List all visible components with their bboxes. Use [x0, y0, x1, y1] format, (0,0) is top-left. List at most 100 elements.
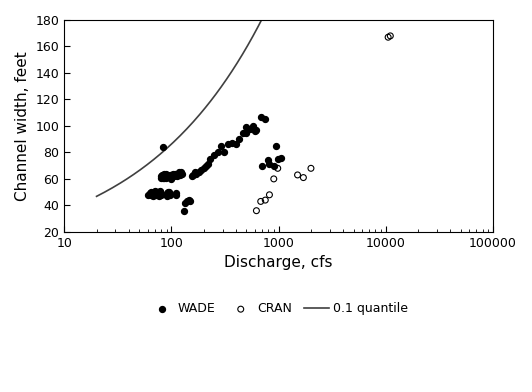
CRAN: [270, 176, 278, 182]
WADE: [200, 165, 208, 171]
WADE: [147, 189, 156, 195]
WADE: [174, 171, 182, 177]
WADE: [154, 192, 163, 198]
WADE: [210, 152, 219, 158]
WADE: [202, 163, 210, 169]
0.1 quantile: [94, 194, 100, 199]
WADE: [265, 161, 273, 167]
WADE: [151, 188, 159, 194]
WADE: [153, 189, 161, 195]
0.1 quantile: [95, 193, 101, 198]
CRAN: [306, 165, 315, 171]
WADE: [146, 191, 154, 197]
WADE: [157, 173, 165, 180]
WADE: [272, 143, 280, 149]
WADE: [249, 123, 257, 129]
WADE: [154, 191, 162, 197]
WADE: [246, 125, 254, 132]
WADE: [168, 172, 177, 178]
WADE: [172, 192, 180, 198]
WADE: [165, 172, 174, 178]
WADE: [277, 154, 285, 161]
WADE: [162, 191, 171, 197]
WADE: [273, 156, 282, 162]
WADE: [167, 173, 175, 180]
WADE: [242, 124, 251, 131]
WADE: [155, 193, 163, 199]
WADE: [224, 142, 232, 148]
WADE: [152, 192, 161, 198]
WADE: [167, 173, 176, 180]
WADE: [162, 193, 171, 199]
WADE: [160, 174, 169, 181]
WADE: [161, 172, 170, 178]
WADE: [159, 144, 168, 150]
WADE: [197, 167, 206, 173]
CRAN: [265, 192, 273, 198]
WADE: [232, 142, 240, 148]
Line: 0.1 quantile: 0.1 quantile: [97, 0, 493, 196]
WADE: [175, 169, 184, 176]
WADE: [171, 171, 179, 177]
WADE: [178, 171, 186, 177]
WADE: [258, 163, 267, 169]
WADE: [156, 189, 164, 195]
WADE: [162, 192, 171, 198]
WADE: [169, 171, 177, 177]
WADE: [163, 189, 172, 195]
CRAN: [261, 197, 270, 203]
Legend: WADE, CRAN, 0.1 quantile: WADE, CRAN, 0.1 quantile: [144, 298, 413, 320]
WADE: [238, 129, 247, 136]
X-axis label: Discharge, cfs: Discharge, cfs: [225, 255, 333, 270]
WADE: [148, 193, 157, 199]
WADE: [195, 169, 203, 176]
WADE: [270, 163, 278, 169]
WADE: [177, 169, 185, 176]
CRAN: [273, 165, 282, 171]
WADE: [165, 191, 173, 197]
WADE: [160, 171, 168, 177]
WADE: [157, 174, 165, 181]
WADE: [154, 189, 162, 195]
WADE: [162, 171, 170, 177]
WADE: [186, 198, 195, 205]
Y-axis label: Channel width, feet: Channel width, feet: [15, 51, 30, 201]
WADE: [242, 129, 251, 136]
WADE: [159, 174, 167, 181]
WADE: [206, 156, 214, 162]
WADE: [220, 149, 228, 156]
WADE: [170, 172, 178, 178]
WADE: [264, 157, 272, 163]
WADE: [166, 192, 174, 198]
WADE: [228, 140, 237, 146]
WADE: [213, 149, 222, 156]
WADE: [188, 173, 196, 180]
WADE: [167, 172, 176, 178]
WADE: [217, 143, 226, 149]
CRAN: [252, 207, 261, 214]
WADE: [170, 173, 178, 180]
WADE: [235, 136, 244, 142]
WADE: [165, 189, 173, 195]
WADE: [172, 191, 180, 197]
WADE: [144, 192, 152, 198]
WADE: [158, 172, 167, 178]
WADE: [164, 192, 172, 198]
WADE: [179, 207, 188, 214]
WADE: [149, 189, 158, 195]
WADE: [204, 161, 212, 167]
CRAN: [386, 33, 395, 39]
WADE: [157, 192, 165, 198]
WADE: [167, 174, 176, 181]
WADE: [192, 171, 201, 177]
WADE: [256, 114, 265, 120]
WADE: [172, 173, 181, 180]
CRAN: [256, 198, 265, 205]
WADE: [251, 128, 259, 134]
WADE: [190, 169, 199, 176]
WADE: [185, 197, 193, 203]
WADE: [151, 191, 159, 197]
WADE: [189, 172, 197, 178]
CRAN: [384, 34, 393, 40]
WADE: [160, 173, 168, 180]
